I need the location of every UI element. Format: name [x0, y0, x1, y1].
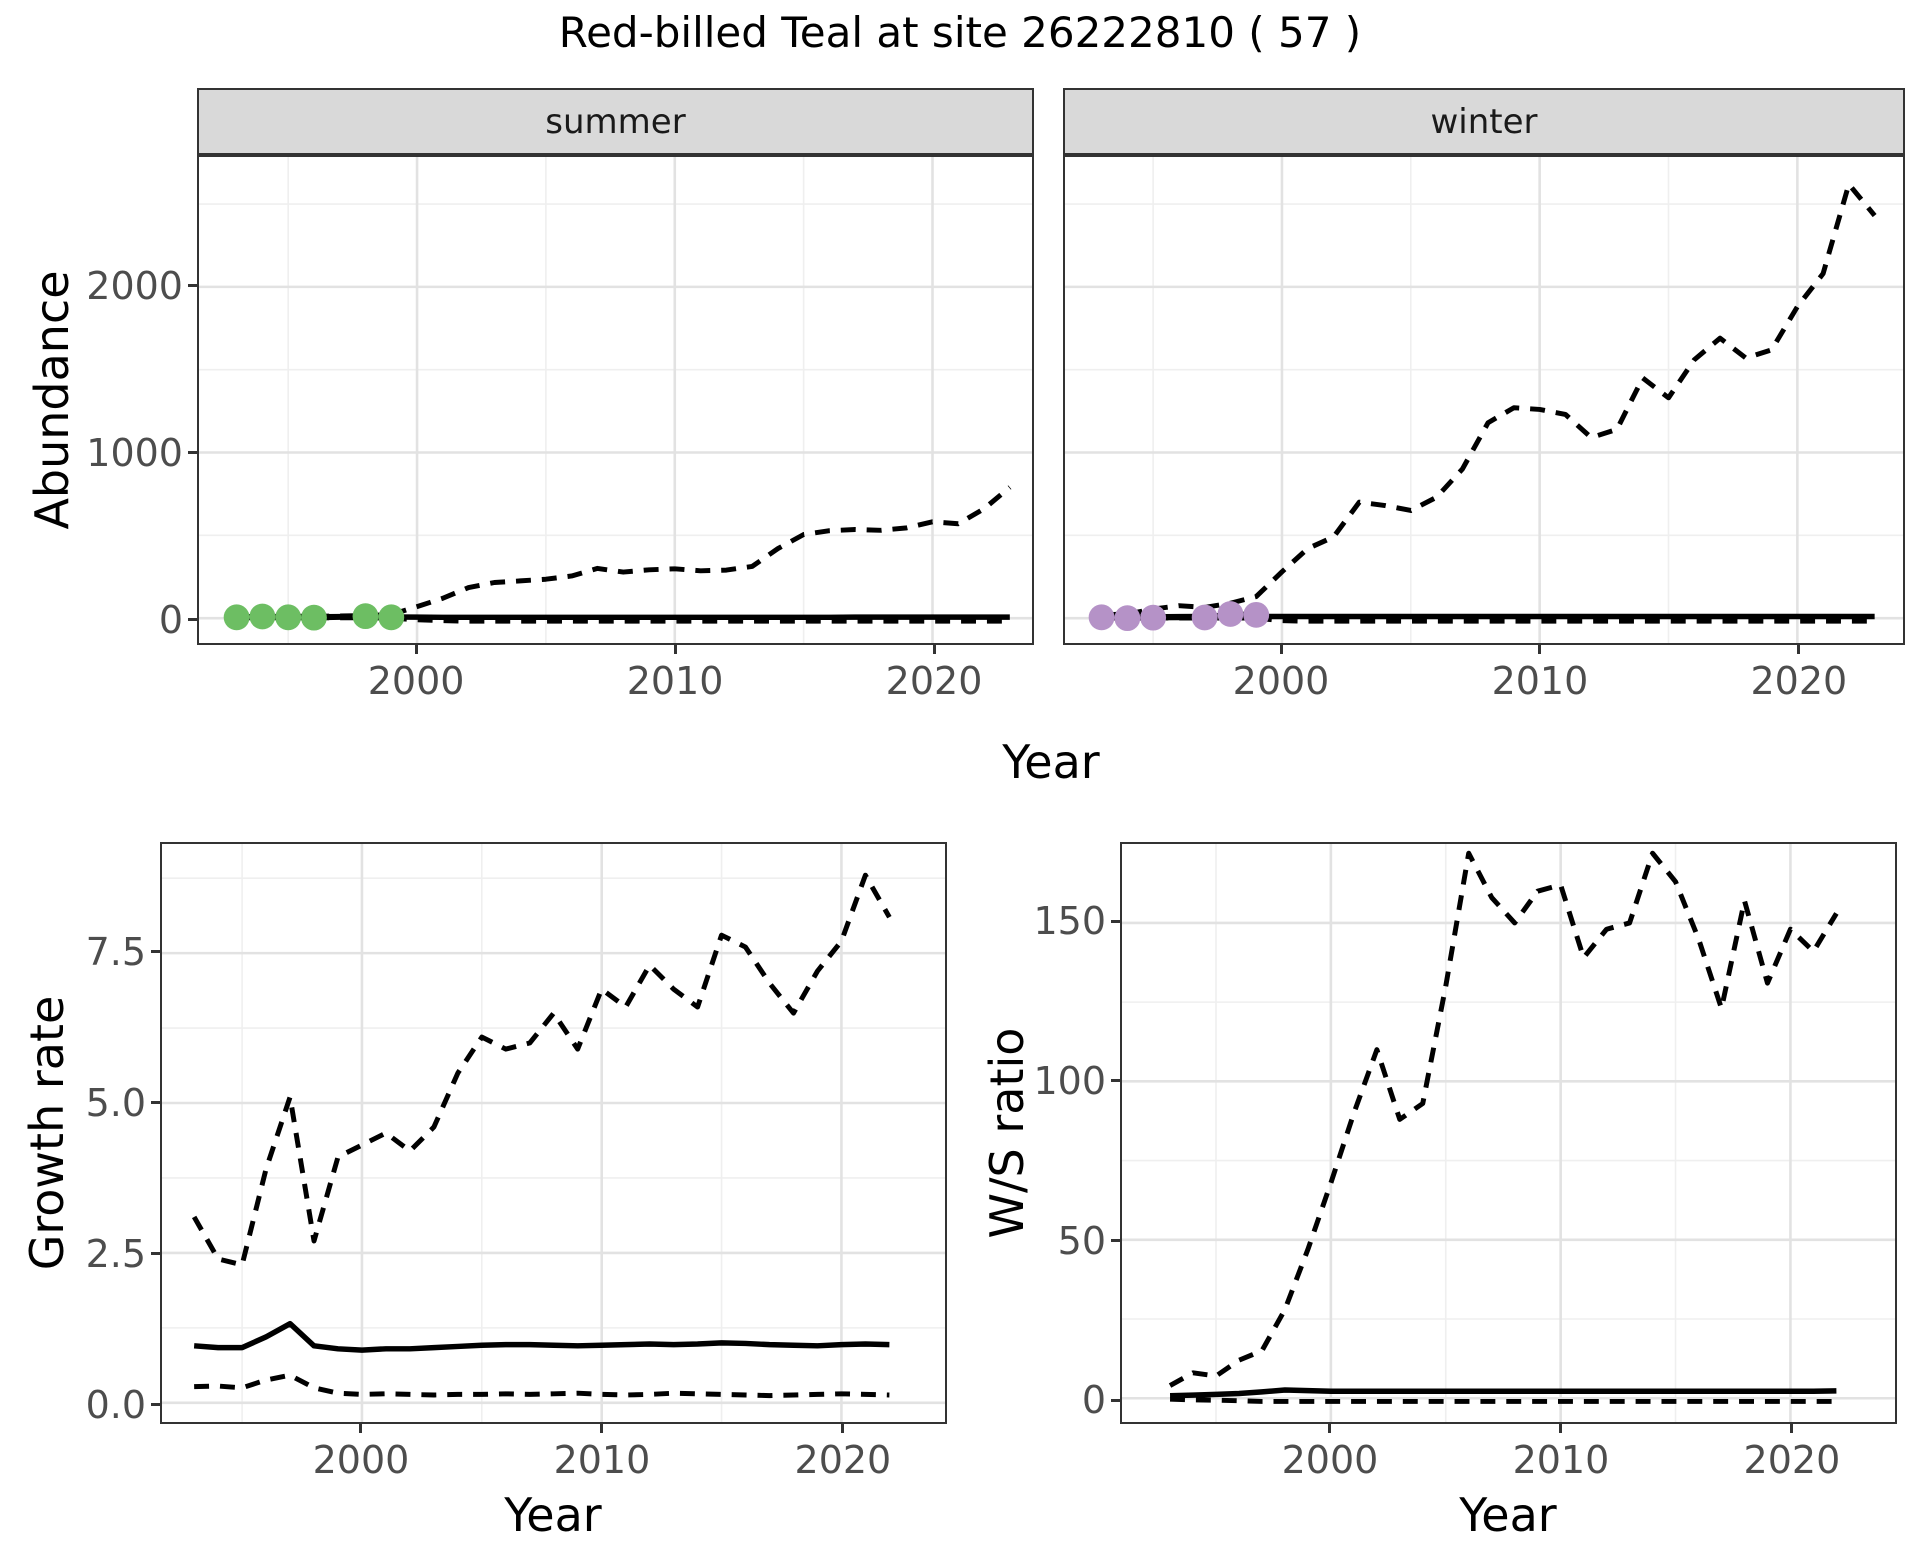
x-tick-label: 2010 — [627, 659, 724, 703]
x-tick-mark — [1790, 1424, 1793, 1433]
x-tick-label: 2020 — [1744, 1438, 1841, 1482]
abundance-summer-chart — [199, 157, 1032, 643]
growth-rate-chart — [162, 844, 945, 1422]
facet-strip-winter: winter — [1063, 88, 1905, 155]
x-axis-title-year-ws: Year — [1459, 1488, 1556, 1542]
y-axis-title-growth-rate: Growth rate — [20, 996, 74, 1271]
x-tick-mark — [359, 1424, 362, 1433]
x-axis-title-year-growth: Year — [504, 1488, 601, 1542]
panel-ws-ratio — [1120, 842, 1897, 1424]
y-axis-title-ws-ratio: W/S ratio — [980, 1028, 1034, 1239]
x-tick-mark — [841, 1424, 844, 1433]
figure-canvas: Red-billed Teal at site 26222810 ( 57 ) … — [0, 0, 1920, 1560]
series-upper-credible-bound — [194, 875, 889, 1265]
x-tick-mark — [933, 645, 936, 654]
x-tick-label: 2010 — [1492, 659, 1589, 703]
y-tick-mark — [1111, 1239, 1120, 1242]
summer-observations-point — [353, 603, 379, 629]
series-median-ws-ratio — [1170, 1390, 1836, 1396]
winter-observations-point — [1192, 605, 1218, 631]
y-axis-title-abundance: Abundance — [25, 270, 79, 529]
winter-observations-point — [1243, 602, 1269, 628]
plot-title: Red-billed Teal at site 26222810 ( 57 ) — [0, 8, 1920, 57]
x-tick-mark — [1328, 1424, 1331, 1433]
y-tick-mark — [151, 1403, 160, 1406]
x-tick-mark — [674, 645, 677, 654]
x-tick-label: 2000 — [1282, 1438, 1379, 1482]
y-tick-mark — [188, 618, 197, 621]
y-tick-mark — [1111, 920, 1120, 923]
facet-label-winter: winter — [1430, 102, 1537, 142]
x-axis-title-year-top: Year — [1002, 735, 1099, 789]
series-upper-credible-bound — [1102, 184, 1875, 615]
summer-observations-point — [275, 604, 301, 630]
x-tick-label: 2000 — [368, 659, 465, 703]
y-tick-label: 0 — [956, 1378, 1106, 1422]
winter-observations-point — [1089, 604, 1115, 630]
summer-observations-point — [224, 604, 250, 630]
series-upper-credible-bound — [1170, 853, 1836, 1385]
x-tick-label: 2010 — [554, 1438, 651, 1482]
summer-observations-point — [249, 604, 275, 630]
y-tick-mark — [1111, 1079, 1120, 1082]
y-tick-label: 7.5 — [0, 930, 146, 974]
panel-growth-rate — [160, 842, 947, 1424]
winter-observations-point — [1217, 601, 1243, 627]
x-tick-label: 2020 — [795, 1438, 892, 1482]
x-tick-label: 2000 — [313, 1438, 410, 1482]
x-tick-mark — [1559, 1424, 1562, 1433]
y-tick-mark — [188, 284, 197, 287]
x-tick-mark — [600, 1424, 603, 1433]
facet-strip-summer: summer — [197, 88, 1034, 155]
x-tick-mark — [1797, 645, 1800, 654]
y-tick-mark — [188, 451, 197, 454]
facet-label-summer: summer — [545, 102, 685, 142]
x-tick-label: 2020 — [1750, 659, 1847, 703]
y-tick-mark — [151, 950, 160, 953]
winter-observations-point — [1140, 605, 1166, 631]
winter-observations-point — [1114, 605, 1140, 631]
series-lower-credible-bound — [194, 1375, 889, 1395]
panel-abundance-summer — [197, 155, 1034, 645]
series-upper-credible-bound — [237, 487, 1010, 617]
abundance-winter-chart — [1065, 157, 1903, 643]
x-tick-label: 2000 — [1233, 659, 1330, 703]
x-tick-mark — [1280, 645, 1283, 654]
x-tick-label: 2020 — [886, 659, 983, 703]
x-tick-label: 2010 — [1513, 1438, 1610, 1482]
y-tick-mark — [151, 1101, 160, 1104]
ws-ratio-chart — [1122, 844, 1895, 1422]
summer-observations-point — [378, 604, 404, 630]
y-tick-label: 150 — [956, 899, 1106, 943]
y-tick-mark — [1111, 1399, 1120, 1402]
x-tick-mark — [1538, 645, 1541, 654]
y-tick-label: 0.0 — [0, 1383, 146, 1427]
summer-observations-point — [301, 605, 327, 631]
x-tick-mark — [415, 645, 418, 654]
y-tick-mark — [151, 1252, 160, 1255]
y-tick-label: 0 — [33, 598, 183, 642]
panel-abundance-winter — [1063, 155, 1905, 645]
